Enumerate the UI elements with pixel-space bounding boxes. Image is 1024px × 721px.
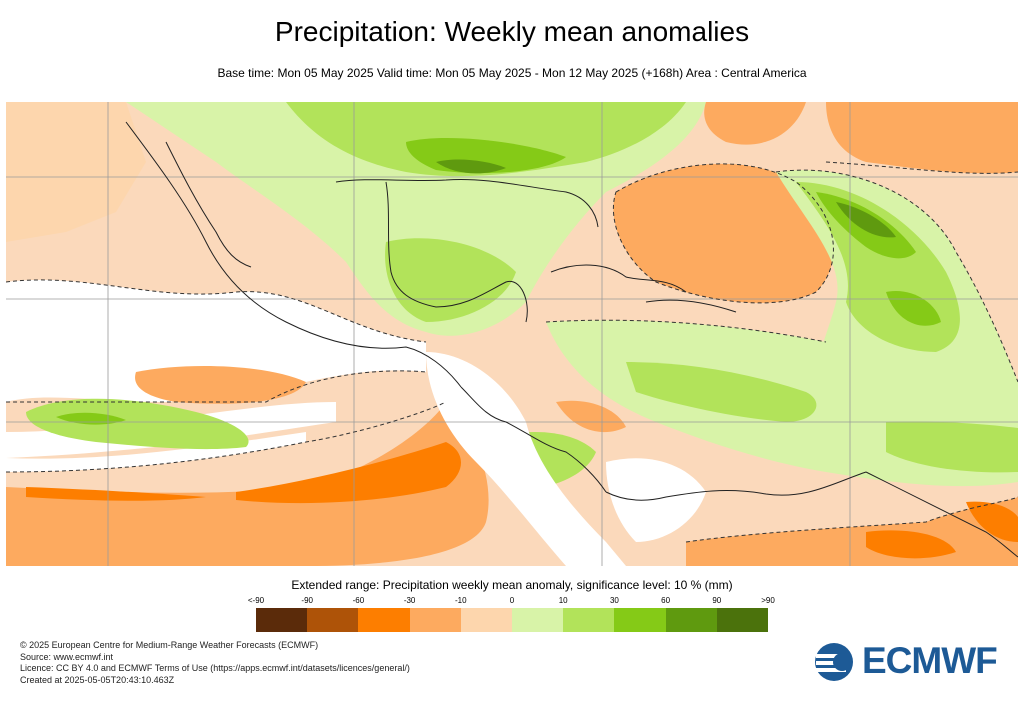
anomaly-region	[286, 102, 686, 177]
legend-swatch	[307, 608, 359, 632]
anomaly-region	[6, 402, 489, 566]
ecmwf-logo-icon	[815, 643, 853, 681]
neutral-region	[6, 432, 306, 472]
anomaly-region	[886, 291, 941, 326]
anomaly-region	[556, 400, 626, 433]
copyright-text: © 2025 European Centre for Medium-Range …	[20, 640, 319, 650]
legend-label: 0	[509, 596, 515, 605]
created-text: Created at 2025-05-05T20:43:10.463Z	[20, 674, 175, 685]
neutral-region	[6, 279, 426, 402]
anomaly-region	[704, 102, 806, 145]
anomaly-region	[236, 442, 461, 504]
legend-label: 90	[712, 596, 722, 605]
anomaly-region	[436, 159, 506, 174]
legend-label: 10	[558, 596, 568, 605]
licence-text: Licence: CC BY 4.0 and ECMWF Terms of Us…	[20, 663, 410, 673]
legend-label: -90	[301, 596, 313, 605]
map-canvas	[6, 102, 1018, 566]
legend-label: -60	[352, 596, 365, 605]
legend-color-bar	[256, 608, 769, 632]
source-text: Source: www.ecmwf.int	[20, 651, 114, 662]
legend-swatch	[358, 608, 410, 632]
ecmwf-logo-text: ECMWF	[862, 640, 998, 681]
legend-label: >90	[761, 596, 775, 605]
anomaly-region	[836, 202, 896, 238]
significance-contours	[6, 161, 1018, 543]
anomaly-region	[385, 238, 516, 322]
anomaly-region	[135, 366, 306, 404]
legend-swatch	[716, 608, 769, 632]
legend-swatch	[614, 608, 666, 632]
neutral-region	[606, 458, 706, 542]
legend-label: -30	[403, 596, 416, 605]
legend-label: 30	[609, 596, 619, 605]
legend-swatch	[409, 608, 461, 632]
anomaly-region	[6, 102, 146, 242]
legend-label: <-90	[247, 596, 265, 605]
anomaly-region	[26, 398, 249, 450]
anomaly-region	[26, 487, 206, 501]
anomaly-region	[886, 421, 1018, 473]
legend-labels: <-90 -90 -60 -30 -10 0 10 30 60 90 >90	[248, 596, 775, 608]
graticule	[6, 102, 1018, 566]
chart-subtitle: Base time: Mon 05 May 2025 Valid time: M…	[217, 66, 807, 80]
chart-title: Precipitation: Weekly mean anomalies	[274, 16, 750, 47]
legend-swatch	[563, 608, 615, 632]
legend-label: 60	[661, 596, 671, 605]
anomaly-region	[866, 530, 956, 559]
legend-swatch	[460, 608, 513, 632]
legend-swatch	[665, 608, 717, 632]
coastlines	[125, 121, 1018, 558]
anomaly-region	[626, 362, 817, 422]
legend-title: Extended range: Precipitation weekly mea…	[291, 578, 733, 592]
footer: © 2025 European Centre for Medium-Range …	[20, 640, 410, 686]
anomaly-region	[613, 163, 834, 303]
color-legend: <-90 -90 -60 -30 -10 0 10 30 60 90 >90	[248, 596, 775, 632]
anomaly-region	[826, 102, 1018, 174]
legend-swatch	[512, 608, 564, 632]
legend-label: -10	[455, 596, 467, 605]
legend-swatch	[256, 608, 308, 632]
anomaly-region	[966, 501, 1018, 542]
anomaly-map	[6, 102, 1018, 566]
neutral-region	[426, 352, 626, 566]
